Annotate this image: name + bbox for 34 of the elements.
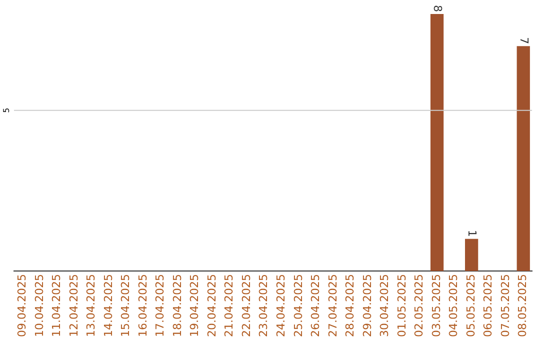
x-tick-label: 13.04.2025 [84,274,98,338]
x-tick-label: 20.04.2025 [205,274,218,338]
data-label: 7 [518,37,531,44]
x-tick-label: 28.04.2025 [344,274,357,338]
x-tick-label: 12.04.2025 [67,274,80,338]
x-tick-label: 17.04.2025 [154,274,167,338]
x-tick-label: 08.05.2025 [516,274,530,338]
x-tick-label: 15.04.2025 [119,274,132,338]
x-tick-label: 22.04.2025 [240,274,253,338]
x-tick-label: 27.04.2025 [326,274,340,338]
x-tick-label: 18.04.2025 [170,274,184,338]
x-tick-label: 26.04.2025 [309,274,322,338]
x-tick-label: 10.04.2025 [32,274,46,338]
x-tick-label: 02.05.2025 [412,274,426,338]
x-tick-label: 03.05.2025 [430,274,443,338]
x-tick-label: 23.04.2025 [257,274,270,338]
x-tick-label: 16.04.2025 [136,274,150,338]
x-tick-label: 01.05.2025 [395,274,408,338]
x-tick-label: 25.04.2025 [292,274,305,338]
x-tick-label: 06.05.2025 [482,274,495,338]
x-tick-label: 07.05.2025 [498,274,512,338]
x-tick-label: 05.05.2025 [464,274,478,338]
y-tick-label: 5 [2,108,12,113]
x-tick-label: 30.04.2025 [378,274,392,338]
data-label: 1 [466,230,479,237]
x-tick-label: 09.04.2025 [15,274,28,338]
x-tick-label: 21.04.2025 [222,274,236,338]
data-label: 8 [431,5,444,12]
x-tick-label: 29.04.2025 [360,274,374,338]
x-tick-label: 24.04.2025 [274,274,288,338]
x-tick-label: 04.05.2025 [447,274,460,338]
x-tick-label: 11.04.2025 [50,274,64,338]
x-tick-label: 19.04.2025 [188,274,202,338]
x-tick-label: 14.04.2025 [102,274,115,338]
